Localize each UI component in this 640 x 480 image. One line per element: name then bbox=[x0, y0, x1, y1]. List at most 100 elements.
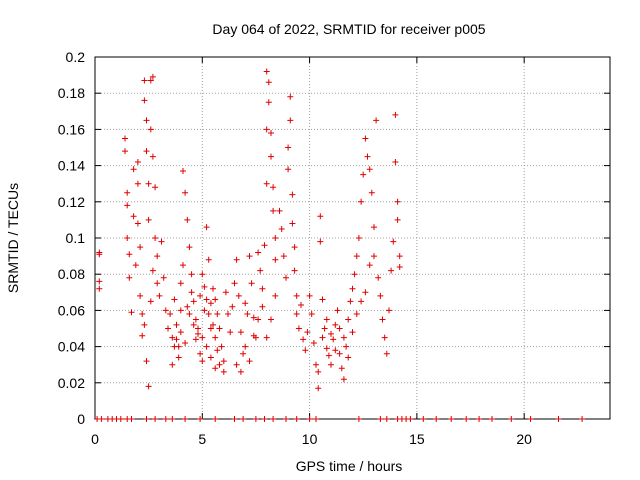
data-point bbox=[143, 117, 150, 124]
data-point bbox=[377, 292, 384, 299]
data-point bbox=[289, 191, 296, 198]
data-point bbox=[340, 334, 347, 341]
data-point bbox=[272, 235, 279, 241]
data-point bbox=[276, 207, 283, 214]
data-point bbox=[207, 354, 214, 361]
x-tick-label: 10 bbox=[302, 431, 318, 447]
axis-ticks: 0 0.02 0.04 0.06 0.08 0.1 0.12 0.14 0.16 0.18 0.2 0… bbox=[58, 49, 610, 447]
data-point bbox=[353, 311, 360, 317]
data-point bbox=[313, 361, 319, 368]
data-point bbox=[190, 298, 197, 305]
data-point bbox=[235, 292, 242, 299]
data-point bbox=[124, 202, 131, 209]
data-point bbox=[182, 416, 189, 422]
x-axis-label: GPS time / hours bbox=[296, 458, 403, 474]
data-point bbox=[152, 235, 159, 241]
data-point bbox=[237, 329, 244, 336]
data-point bbox=[358, 198, 365, 205]
data-point bbox=[246, 358, 253, 365]
data-point bbox=[293, 292, 300, 299]
data-point bbox=[197, 416, 204, 422]
data-point bbox=[233, 361, 240, 368]
data-point bbox=[145, 216, 152, 223]
data-point bbox=[152, 184, 159, 191]
data-point bbox=[330, 336, 337, 343]
data-point bbox=[317, 213, 324, 220]
data-point bbox=[222, 289, 229, 296]
data-point bbox=[240, 350, 247, 357]
data-point bbox=[308, 311, 315, 317]
data-point bbox=[261, 416, 268, 422]
data-point bbox=[145, 180, 152, 187]
x-tick-label: 0 bbox=[91, 431, 99, 447]
data-point bbox=[169, 416, 176, 422]
data-point bbox=[388, 267, 395, 274]
data-point bbox=[231, 416, 238, 422]
data-point bbox=[527, 416, 534, 422]
data-point bbox=[259, 285, 266, 292]
data-point bbox=[362, 289, 369, 296]
data-point bbox=[371, 253, 377, 260]
data-point bbox=[126, 251, 133, 258]
data-point bbox=[134, 180, 141, 187]
data-point bbox=[371, 224, 377, 231]
data-point bbox=[396, 264, 403, 270]
data-point bbox=[255, 316, 262, 323]
data-point bbox=[433, 416, 440, 422]
data-point bbox=[149, 267, 156, 274]
data-point bbox=[250, 314, 257, 321]
data-point bbox=[300, 336, 307, 343]
y-tick-label: 0 bbox=[77, 411, 85, 427]
data-point bbox=[143, 416, 150, 422]
data-point bbox=[186, 244, 193, 251]
data-point bbox=[287, 93, 294, 100]
data-point bbox=[302, 347, 309, 354]
data-point bbox=[291, 244, 298, 251]
data-point bbox=[257, 267, 264, 274]
data-point bbox=[220, 358, 227, 365]
data-point bbox=[154, 253, 161, 260]
data-point bbox=[246, 253, 253, 260]
data-point bbox=[210, 285, 216, 292]
data-point bbox=[287, 117, 294, 124]
data-point bbox=[240, 416, 247, 422]
data-point bbox=[158, 238, 165, 245]
data-point bbox=[392, 111, 399, 118]
data-point bbox=[283, 416, 289, 422]
data-point bbox=[375, 274, 382, 281]
data-point bbox=[306, 292, 313, 299]
data-point bbox=[334, 307, 341, 314]
data-point bbox=[96, 251, 103, 258]
data-point bbox=[310, 340, 317, 346]
data-point bbox=[255, 249, 262, 256]
data-point bbox=[180, 168, 186, 174]
data-point bbox=[283, 274, 289, 281]
data-point bbox=[188, 289, 195, 296]
data-point bbox=[379, 316, 386, 323]
data-point bbox=[197, 350, 204, 357]
data-point bbox=[268, 130, 274, 136]
data-point bbox=[343, 343, 350, 350]
data-point bbox=[192, 336, 199, 343]
data-point bbox=[122, 148, 128, 155]
data-point bbox=[394, 198, 401, 205]
data-point bbox=[184, 216, 191, 223]
data-point bbox=[201, 307, 208, 314]
data-point bbox=[323, 345, 330, 352]
data-point bbox=[205, 311, 212, 317]
data-point bbox=[184, 303, 191, 310]
data-point bbox=[147, 126, 154, 133]
data-point bbox=[360, 171, 367, 178]
data-point bbox=[355, 235, 362, 241]
data-point bbox=[190, 321, 197, 328]
data-point bbox=[319, 296, 326, 303]
x-tick-label: 20 bbox=[516, 431, 532, 447]
data-point bbox=[177, 329, 184, 336]
data-point bbox=[268, 316, 274, 323]
data-point bbox=[396, 253, 403, 260]
data-point bbox=[261, 242, 268, 249]
data-point bbox=[420, 416, 427, 422]
data-point bbox=[244, 311, 251, 317]
data-point bbox=[270, 184, 277, 191]
